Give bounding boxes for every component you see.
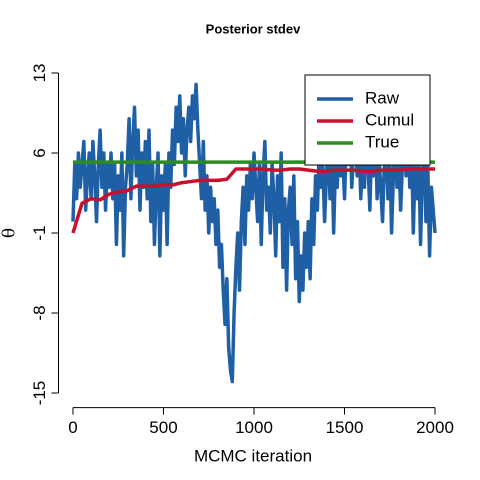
legend-label: True — [365, 132, 399, 151]
x-tick-label: 500 — [149, 418, 177, 437]
x-tick-label: 1000 — [235, 418, 273, 437]
y-tick-label: 13 — [30, 64, 49, 83]
y-tick-label: 6 — [30, 148, 49, 157]
x-tick-label: 0 — [68, 418, 77, 437]
series-line — [71, 167, 436, 234]
x-tick-label: 2000 — [416, 418, 454, 437]
x-tick-label: 1500 — [326, 418, 364, 437]
chart-title: Posterior stdev — [206, 21, 301, 36]
y-tick-label: -1 — [30, 225, 49, 240]
legend-label: Raw — [365, 88, 400, 107]
y-tick-label: -15 — [30, 381, 49, 406]
legend-label: Cumul — [365, 110, 414, 129]
y-axis-label: θ — [0, 228, 20, 238]
x-axis-label: MCMC iteration — [194, 446, 312, 465]
y-tick-label: -8 — [30, 305, 49, 320]
